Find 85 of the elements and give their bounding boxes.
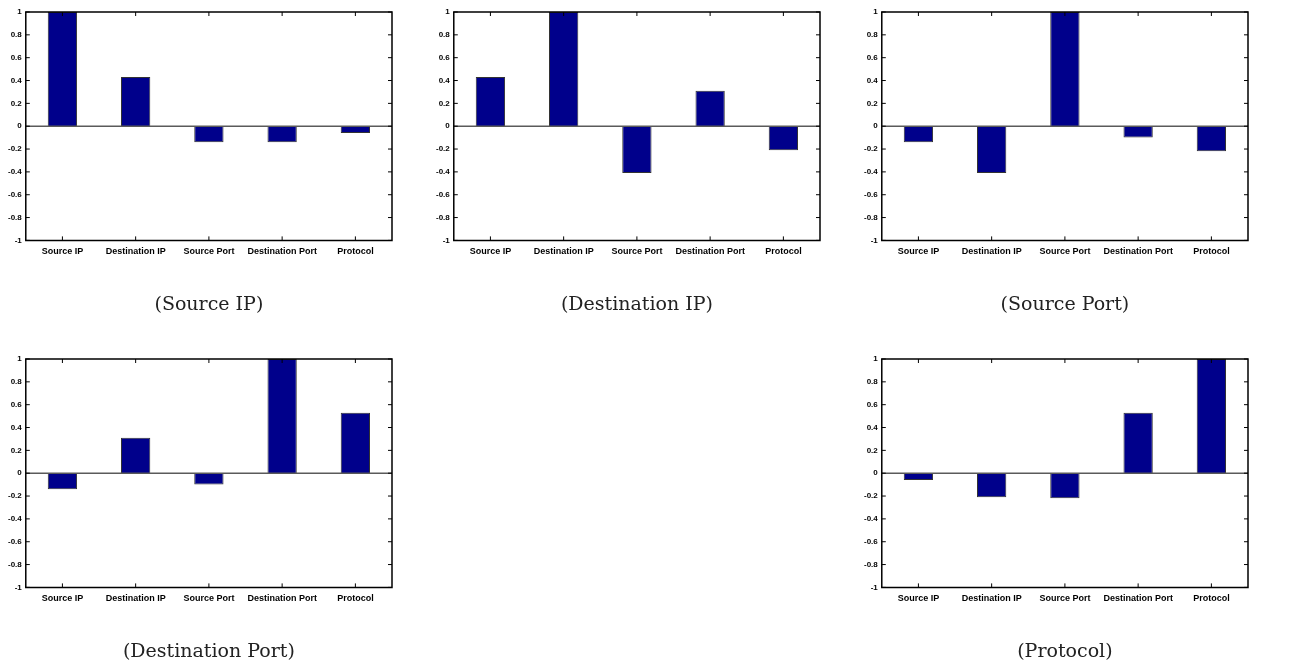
x-axis-title: (Destination IP): [560, 291, 713, 314]
y-tick-label: 1: [873, 7, 879, 17]
x-axis-title: (Destination Port): [122, 638, 295, 661]
x-axis-title: (Protocol): [1017, 638, 1113, 661]
x-tick-label: Source Port: [183, 246, 235, 257]
y-tick-label: 0: [17, 121, 23, 131]
x-tick-label: Protocol: [765, 246, 802, 257]
y-tick-label: -0.6: [7, 536, 23, 546]
x-tick-label: Destination Port: [1103, 246, 1173, 257]
y-tick-label: 0.2: [438, 98, 451, 108]
y-tick-label: 1: [17, 354, 23, 364]
x-tick-label: Protocol: [337, 593, 374, 604]
y-tick-label: -0.2: [863, 144, 879, 154]
y-tick-label: 0.8: [866, 30, 879, 40]
x-tick-label: Destination IP: [961, 246, 1022, 257]
x-tick-label: Destination Port: [1103, 593, 1173, 604]
y-tick-label: -0.8: [863, 212, 879, 222]
y-tick-label: 0.8: [438, 30, 451, 40]
y-tick-label: -0.2: [7, 491, 23, 501]
x-tick-label: Destination IP: [961, 593, 1022, 604]
y-tick-label: 0: [445, 121, 451, 131]
y-tick-label: -0.4: [7, 514, 23, 524]
x-tick-label: Source IP: [469, 246, 512, 257]
y-tick-label: 0.6: [438, 52, 451, 62]
y-tick-label: -0.6: [863, 536, 879, 546]
y-tick-label: -1: [14, 582, 23, 592]
y-tick-label: 0.8: [866, 377, 879, 387]
y-tick-label: -0.4: [863, 514, 879, 524]
y-tick-label: 1: [17, 7, 23, 17]
x-tick-label: Destination Port: [247, 246, 317, 257]
y-tick-label: 0.6: [866, 399, 879, 409]
y-tick-label: -0.6: [7, 189, 23, 199]
x-tick-label: Source IP: [41, 246, 84, 257]
y-tick-label: 0.4: [10, 422, 23, 432]
y-tick-label: -0.2: [863, 491, 879, 501]
y-tick-label: -0.4: [863, 167, 879, 177]
y-tick-label: -0.2: [7, 144, 23, 154]
y-tick-label: 0.4: [438, 75, 451, 85]
y-tick-label: -0.8: [863, 559, 879, 569]
x-tick-label: Destination Port: [675, 246, 745, 257]
x-axis-title: (Source IP): [154, 291, 264, 314]
y-tick-label: 0.8: [10, 30, 23, 40]
x-tick-label: Source Port: [1039, 593, 1091, 604]
y-tick-label: -0.4: [7, 167, 23, 177]
x-tick-label: Source Port: [183, 593, 235, 604]
x-tick-label: Source IP: [41, 593, 84, 604]
x-tick-label: Source Port: [611, 246, 663, 257]
y-tick-label: 0.4: [866, 75, 879, 85]
x-tick-label: Protocol: [337, 246, 374, 257]
y-tick-label: -1: [14, 235, 23, 245]
x-tick-label: Destination IP: [533, 246, 594, 257]
y-tick-label: -1: [442, 235, 451, 245]
y-tick-label: 0.6: [10, 399, 23, 409]
y-tick-label: 0.2: [10, 445, 23, 455]
y-tick-label: 0.2: [10, 98, 23, 108]
x-tick-label: Protocol: [1193, 593, 1230, 604]
y-tick-label: 0.6: [10, 52, 23, 62]
x-tick-label: Destination IP: [105, 246, 166, 257]
y-tick-label: -0.2: [435, 144, 451, 154]
x-tick-label: Source IP: [897, 246, 940, 257]
y-tick-label: -0.4: [435, 167, 451, 177]
y-tick-label: 0.8: [10, 377, 23, 387]
y-tick-label: 1: [445, 7, 451, 17]
y-tick-label: -1: [870, 235, 879, 245]
y-tick-label: 0.2: [866, 445, 879, 455]
x-tick-label: Protocol: [1193, 246, 1230, 257]
y-tick-label: -0.6: [435, 189, 451, 199]
y-tick-label: 0: [17, 468, 23, 478]
x-tick-label: Destination Port: [247, 593, 317, 604]
y-tick-label: 0.6: [866, 52, 879, 62]
y-tick-label: 0.4: [10, 75, 23, 85]
y-tick-label: -0.8: [7, 212, 23, 222]
y-tick-label: -0.6: [863, 189, 879, 199]
x-axis-title: (Source Port): [1000, 291, 1130, 314]
y-tick-label: -0.8: [7, 559, 23, 569]
y-tick-label: 0.2: [866, 98, 879, 108]
y-tick-label: 0.4: [866, 422, 879, 432]
x-tick-label: Source IP: [897, 593, 940, 604]
y-tick-label: 0: [873, 121, 879, 131]
y-tick-label: 1: [873, 354, 879, 364]
y-tick-label: -0.8: [435, 212, 451, 222]
x-tick-label: Destination IP: [105, 593, 166, 604]
y-tick-label: -1: [870, 582, 879, 592]
x-tick-label: Source Port: [1039, 246, 1091, 257]
y-tick-label: 0: [873, 468, 879, 478]
